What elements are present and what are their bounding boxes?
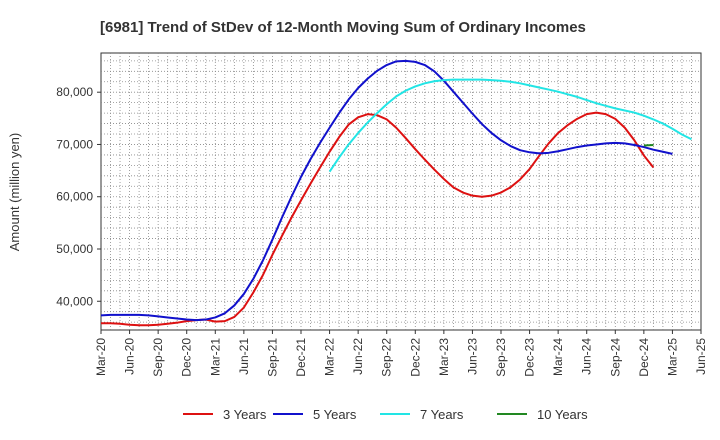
x-tick-label: Sep-21 [265, 338, 279, 377]
x-tick-label: Sep-22 [380, 338, 394, 377]
legend-label: 3 Years [223, 407, 267, 422]
y-tick-label: 70,000 [56, 137, 93, 151]
y-tick-label: 80,000 [56, 85, 93, 99]
y-axis-label: Amount (million yen) [7, 133, 22, 252]
x-tick-label: Dec-20 [180, 338, 194, 377]
x-tick-label: Jun-24 [580, 338, 594, 375]
x-tick-label: Sep-23 [494, 338, 508, 377]
legend-label: 5 Years [313, 407, 357, 422]
x-tick-label: Mar-22 [323, 338, 337, 376]
x-tick-label: Sep-24 [608, 338, 622, 377]
x-tick-label: Mar-25 [665, 338, 679, 376]
x-tick-label: Sep-20 [151, 338, 165, 377]
y-axis: 40,000 50,000 60,000 70,000 80,000 [56, 85, 101, 308]
x-tick-label: Jun-20 [123, 338, 137, 375]
x-tick-label: Dec-24 [637, 338, 651, 377]
x-tick-label: Mar-23 [437, 338, 451, 376]
series-line [328, 78, 692, 173]
legend-label: 7 Years [420, 407, 464, 422]
legend: 3 Years 5 Years 7 Years 10 Years [183, 407, 588, 422]
legend-label: 10 Years [537, 407, 588, 422]
plot-area [100, 52, 702, 331]
x-tick-label: Dec-22 [408, 338, 422, 377]
series-line [643, 143, 654, 147]
y-tick-label: 40,000 [56, 294, 93, 308]
x-tick-label: Mar-21 [208, 338, 222, 376]
x-tick-label: Jun-21 [237, 338, 251, 375]
x-axis: Mar-20 Jun-20 Sep-20 Dec-20 Mar-21 Jun-21 Sep-… [94, 330, 708, 377]
grid [100, 52, 702, 331]
series-lines [100, 59, 692, 327]
x-tick-label: Jun-22 [351, 338, 365, 375]
y-tick-label: 60,000 [56, 190, 93, 204]
x-tick-label: Dec-21 [294, 338, 308, 377]
x-tick-label: Jun-25 [694, 338, 708, 375]
x-tick-label: Mar-20 [94, 338, 108, 376]
chart-title: [6981] Trend of StDev of 12-Month Moving… [100, 19, 586, 36]
x-tick-label: Mar-24 [551, 338, 565, 376]
x-tick-label: Dec-23 [523, 338, 537, 377]
x-tick-label: Jun-23 [465, 338, 479, 375]
y-tick-label: 50,000 [56, 242, 93, 256]
series-line [100, 59, 673, 322]
